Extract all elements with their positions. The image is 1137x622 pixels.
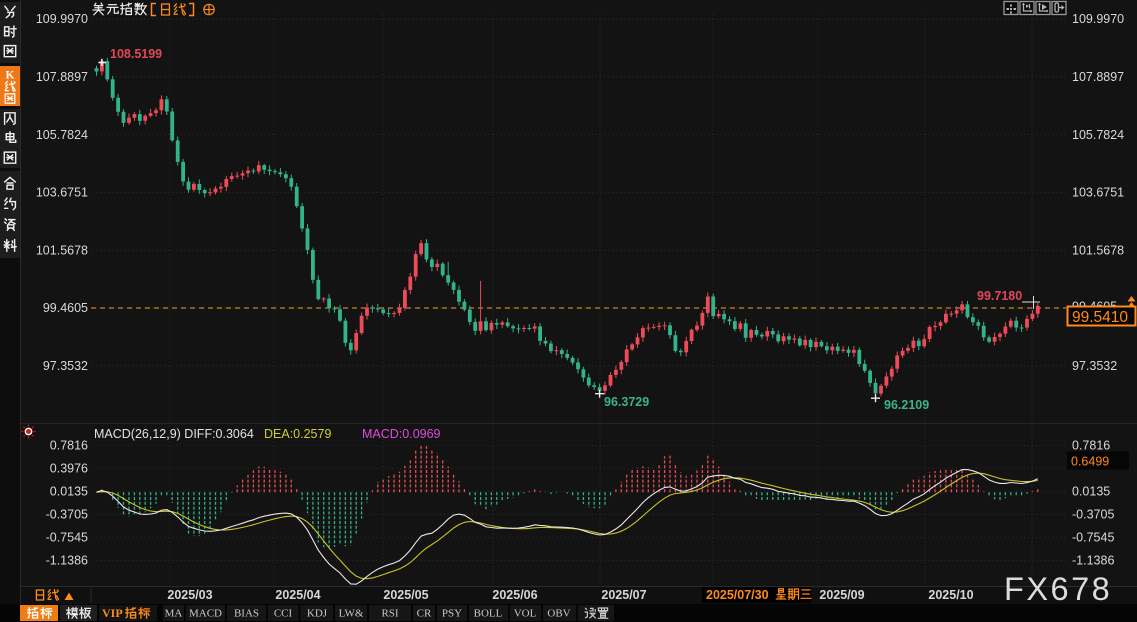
svg-text:-1.1386: -1.1386	[46, 554, 88, 568]
svg-text:MA: MA	[165, 608, 183, 620]
svg-text:-0.7545: -0.7545	[1072, 531, 1114, 545]
svg-text:2025/09: 2025/09	[819, 588, 864, 602]
svg-text:99.4605: 99.4605	[43, 301, 88, 315]
svg-text:0.7816: 0.7816	[50, 439, 88, 453]
svg-text:RSI: RSI	[381, 608, 398, 620]
svg-text:2025/10: 2025/10	[928, 588, 973, 602]
svg-text:2025/04: 2025/04	[275, 588, 320, 602]
svg-text:105.7824: 105.7824	[1072, 128, 1124, 142]
svg-text:K: K	[6, 70, 15, 82]
svg-text:107.8897: 107.8897	[36, 70, 88, 84]
svg-text:KDJ: KDJ	[307, 608, 328, 620]
svg-text:MACD(26,12,9) DIFF:0.3064: MACD(26,12,9) DIFF:0.3064	[94, 427, 254, 441]
svg-text:PSY: PSY	[442, 608, 462, 620]
svg-text:BIAS: BIAS	[234, 608, 259, 620]
svg-text:LW&: LW&	[339, 608, 364, 620]
svg-text:0.0135: 0.0135	[50, 485, 88, 499]
svg-text:FX678: FX678	[1004, 571, 1112, 607]
svg-text:108.5199: 108.5199	[110, 47, 162, 61]
svg-text:-0.3705: -0.3705	[1072, 508, 1114, 522]
svg-text:VIP: VIP	[102, 606, 123, 620]
svg-text:2025/03: 2025/03	[167, 588, 212, 602]
svg-text:BOLL: BOLL	[474, 608, 503, 620]
svg-text:2025/05: 2025/05	[383, 588, 428, 602]
svg-text:99.7180: 99.7180	[977, 289, 1022, 303]
svg-text:2025/06: 2025/06	[492, 588, 537, 602]
svg-text:CCI: CCI	[274, 608, 293, 620]
svg-text:109.9970: 109.9970	[36, 12, 88, 26]
svg-text:96.2109: 96.2109	[884, 398, 929, 412]
svg-text:97.3532: 97.3532	[1072, 359, 1117, 373]
svg-text:0.6499: 0.6499	[1071, 455, 1109, 469]
svg-text:2025/07/30: 2025/07/30	[706, 588, 769, 602]
svg-text:97.3532: 97.3532	[43, 359, 88, 373]
svg-text:109.9970: 109.9970	[1072, 12, 1124, 26]
svg-text:OBV: OBV	[547, 608, 570, 620]
svg-text:96.3729: 96.3729	[604, 395, 649, 409]
svg-text:2025/07: 2025/07	[601, 588, 646, 602]
svg-text:0.7816: 0.7816	[1072, 439, 1110, 453]
svg-text:-1.1386: -1.1386	[1072, 554, 1114, 568]
svg-text:-0.7545: -0.7545	[46, 531, 88, 545]
svg-text:99.5410: 99.5410	[1072, 309, 1128, 326]
svg-text:DEA:0.2579: DEA:0.2579	[264, 427, 331, 441]
svg-text:0.0135: 0.0135	[1072, 485, 1110, 499]
svg-text:103.6751: 103.6751	[1072, 186, 1124, 200]
svg-text:VOL: VOL	[514, 608, 537, 620]
svg-text:101.5678: 101.5678	[36, 243, 88, 257]
svg-text:0.3976: 0.3976	[50, 462, 88, 476]
svg-text:MACD: MACD	[189, 608, 222, 620]
svg-text:MACD:0.0969: MACD:0.0969	[362, 427, 441, 441]
svg-text:103.6751: 103.6751	[36, 186, 88, 200]
svg-text:101.5678: 101.5678	[1072, 243, 1124, 257]
svg-text:CR: CR	[417, 608, 432, 620]
svg-text:-0.3705: -0.3705	[46, 508, 88, 522]
svg-text:107.8897: 107.8897	[1072, 70, 1124, 84]
svg-text:105.7824: 105.7824	[36, 128, 88, 142]
